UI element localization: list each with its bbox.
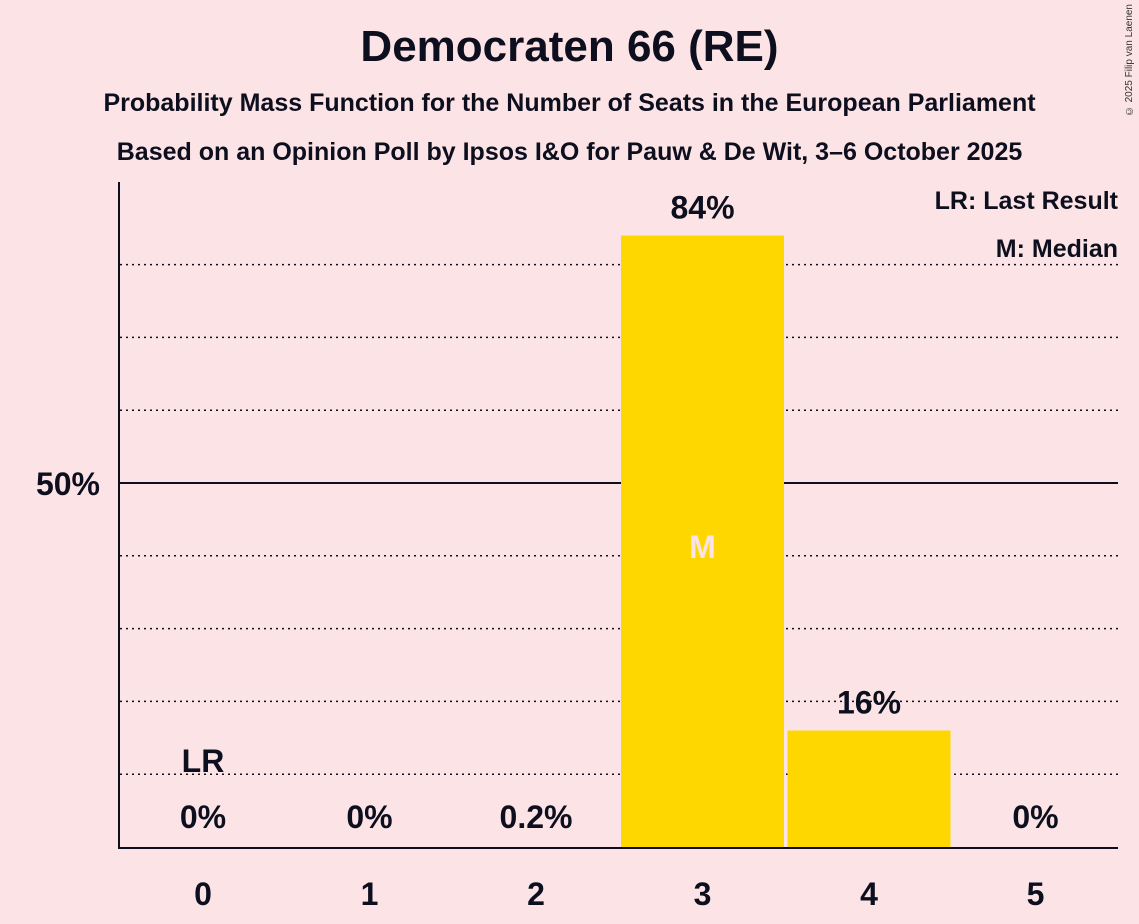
x-tick-label: 3 bbox=[694, 876, 712, 912]
bar bbox=[621, 235, 784, 848]
bar bbox=[787, 730, 951, 847]
value-label: 0% bbox=[180, 799, 226, 835]
chart-source-line: Based on an Opinion Poll by Ipsos I&O fo… bbox=[116, 138, 1023, 166]
chart-subtitle: Probability Mass Function for the Number… bbox=[103, 89, 1036, 117]
y-tick-label: 50% bbox=[36, 466, 100, 502]
value-label: 0.2% bbox=[500, 799, 573, 835]
chart-title: Democraten 66 (RE) bbox=[360, 22, 779, 71]
x-tick-label: 4 bbox=[860, 876, 878, 912]
last-result-marker: LR bbox=[182, 743, 225, 779]
legend-last-result: LR: Last Result bbox=[935, 187, 1119, 215]
value-label: 0% bbox=[1012, 799, 1058, 835]
value-label: 84% bbox=[670, 189, 734, 225]
x-tick-label: 2 bbox=[527, 876, 545, 912]
x-tick-label: 0 bbox=[194, 876, 212, 912]
x-tick-label: 1 bbox=[361, 876, 379, 912]
median-marker: M bbox=[689, 529, 716, 565]
value-label: 0% bbox=[346, 799, 392, 835]
value-label: 16% bbox=[837, 685, 901, 721]
legend-median: M: Median bbox=[996, 235, 1118, 263]
x-tick-label: 5 bbox=[1027, 876, 1045, 912]
